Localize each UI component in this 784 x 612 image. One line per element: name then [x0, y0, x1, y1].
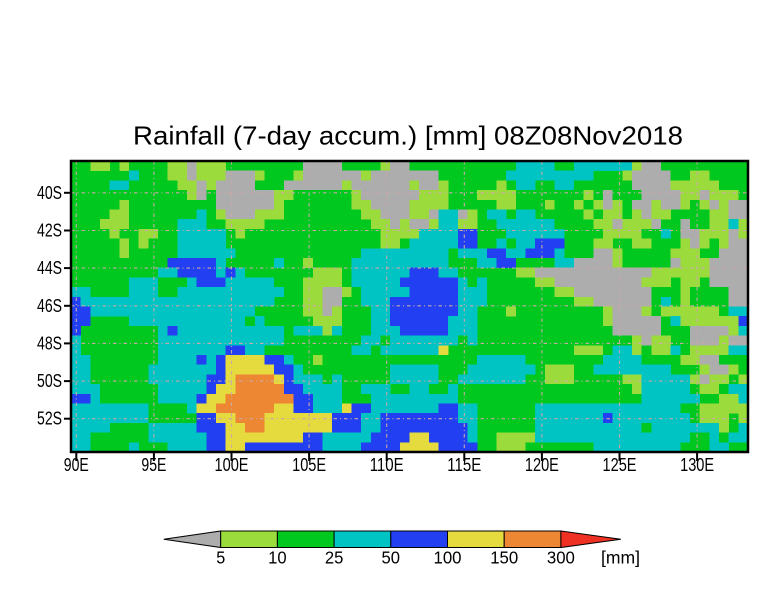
svg-text:10: 10 — [268, 548, 287, 568]
svg-text:100E: 100E — [215, 455, 249, 475]
svg-text:120E: 120E — [525, 455, 559, 475]
svg-text:25: 25 — [325, 548, 344, 568]
svg-text:50S: 50S — [37, 371, 62, 391]
svg-text:115E: 115E — [447, 455, 481, 475]
svg-text:42S: 42S — [37, 221, 62, 241]
svg-text:50: 50 — [382, 548, 401, 568]
svg-text:150: 150 — [490, 548, 518, 568]
svg-text:40S: 40S — [37, 183, 62, 203]
svg-text:5: 5 — [216, 548, 225, 568]
svg-text:52S: 52S — [37, 409, 62, 429]
svg-text:Rainfall (7-day accum.) [mm] 0: Rainfall (7-day accum.) [mm] 08Z08Nov201… — [133, 121, 683, 151]
svg-text:105E: 105E — [292, 455, 326, 475]
svg-text:100: 100 — [434, 548, 462, 568]
svg-text:48S: 48S — [37, 333, 62, 353]
svg-text:46S: 46S — [37, 296, 62, 316]
svg-text:90E: 90E — [64, 455, 89, 475]
svg-text:125E: 125E — [603, 455, 637, 475]
svg-text:44S: 44S — [37, 258, 62, 278]
svg-text:95E: 95E — [141, 455, 166, 475]
svg-text:130E: 130E — [680, 455, 714, 475]
svg-text:[mm]: [mm] — [601, 548, 640, 568]
svg-text:110E: 110E — [370, 455, 404, 475]
svg-text:300: 300 — [547, 548, 575, 568]
